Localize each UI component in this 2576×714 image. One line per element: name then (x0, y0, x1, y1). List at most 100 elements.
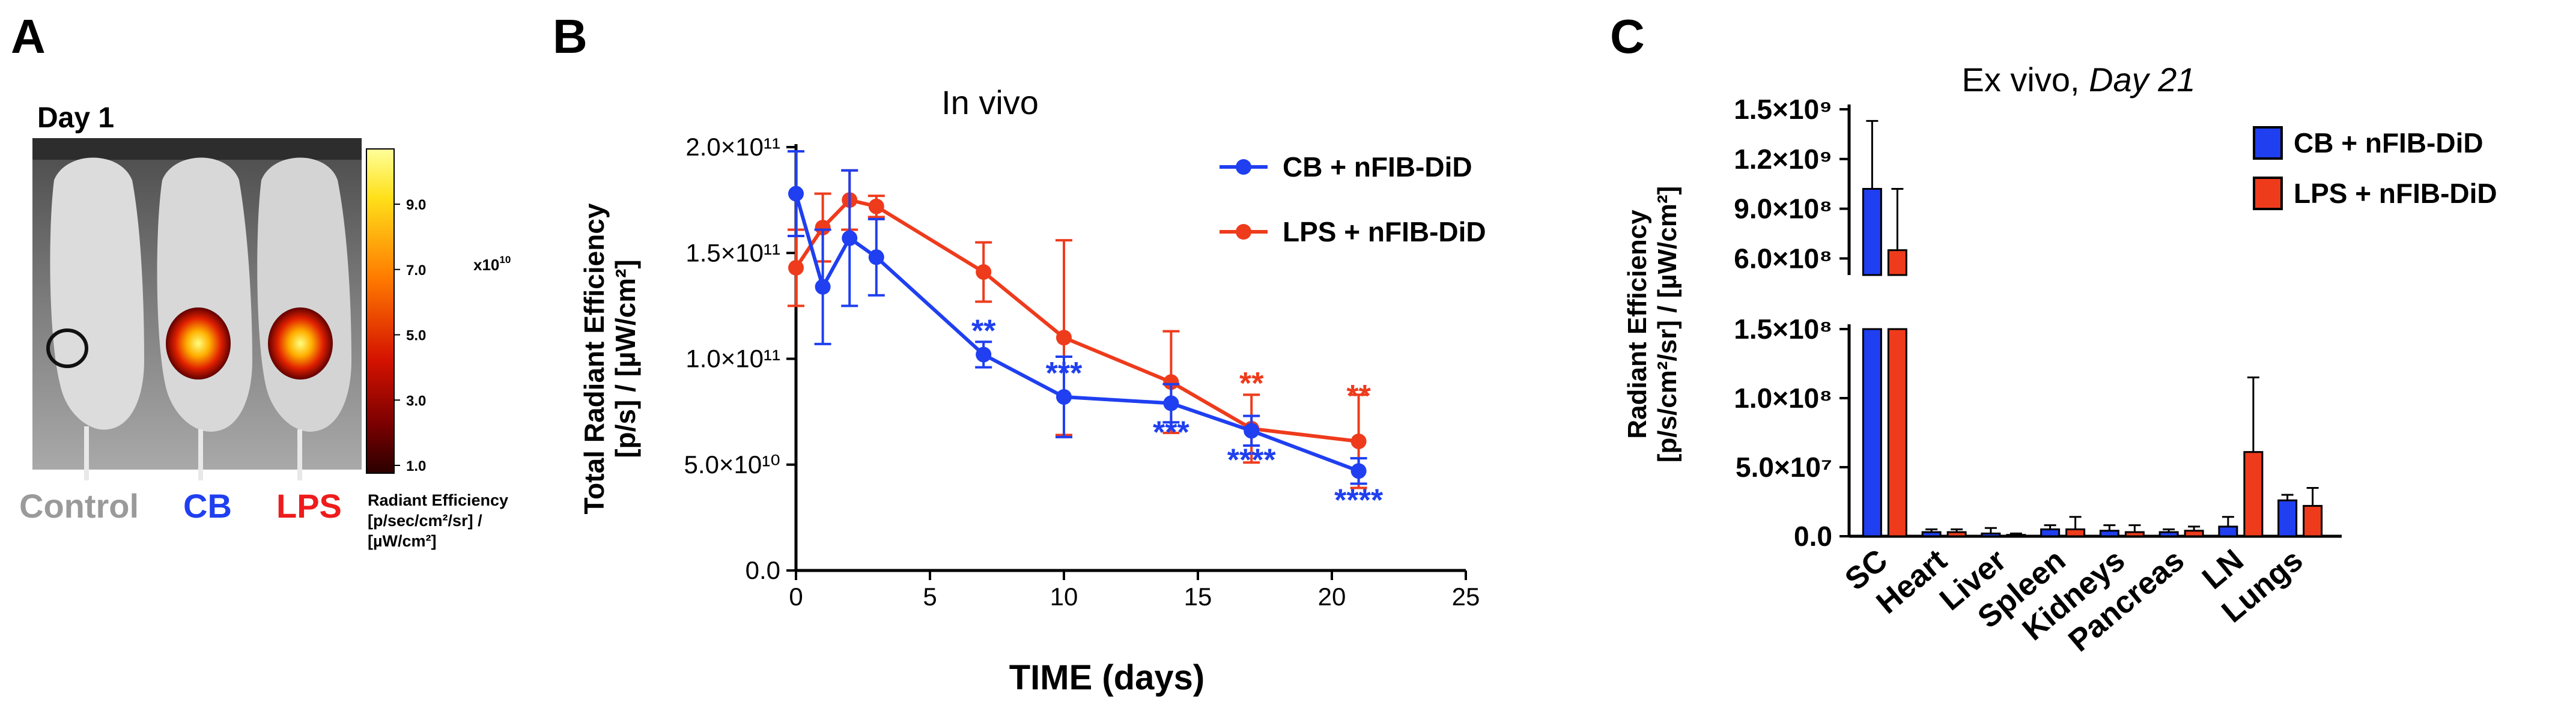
bar (2184, 530, 2204, 537)
bar (2218, 525, 2238, 537)
colorbar-caption: Radiant Efficiency [p/sec/cm²/sr] / [µW/cm… (368, 491, 508, 550)
significance-marker: *** (1046, 356, 1083, 391)
data-point (1350, 433, 1367, 449)
y-axis-label-line: [p/s] / [µW/cm²] (610, 259, 641, 458)
data-point (815, 279, 831, 295)
control-roi-circle (46, 328, 88, 368)
colorbar-tick-label: 7.0 (406, 262, 426, 279)
y-axis-label: Radiant Efficiency [p/s/cm²/sr] / [µW/cm²… (1623, 186, 1682, 463)
mouse-lps-tail (297, 429, 302, 480)
category-sc: SC (1838, 120, 1907, 598)
bar (1981, 532, 2001, 537)
data-point (1056, 389, 1072, 405)
data-point (788, 186, 804, 202)
panel-c: C Ex vivo, Day 21 0.0 5.0×10⁷ 1.0×10⁸ 1.5×10… (1586, 0, 2576, 714)
series-line (794, 198, 1359, 443)
legend-label: LPS + nFIB-DiD (2294, 178, 2497, 209)
bar (2065, 528, 2086, 537)
panel-c-letter: C (1610, 10, 1645, 63)
colorbar-tick-label: 5.0 (406, 328, 426, 344)
imaging-top-bar (32, 138, 362, 160)
legend: CB + nFIB-DiD LPS + nFIB-DiD (1220, 151, 1486, 247)
data-point (815, 219, 831, 235)
colorbar-tick-label: 3.0 (406, 393, 426, 409)
significance-marker: **** (1334, 483, 1384, 518)
x-tick-label: 5 (923, 582, 937, 611)
y-axis-label-line: Total Radiant Efficiency (579, 203, 610, 514)
legend-label: LPS + nFIB-DiD (1283, 216, 1486, 247)
data-point (842, 230, 858, 246)
y-axis-label-line: Radiant Efficiency (1623, 210, 1652, 439)
legend-label: CB + nFIB-DiD (2294, 127, 2483, 159)
colorbar-tick-label: 1.0 (406, 458, 426, 474)
y-tick-label: 1.0×10¹¹ (685, 345, 780, 373)
data-point (1056, 330, 1072, 346)
y-tick-label: 1.5×10¹¹ (685, 238, 780, 267)
data-point (868, 249, 884, 265)
category-label: Heart (1870, 543, 1954, 621)
mouse-lps (257, 157, 351, 432)
bar (2158, 531, 2179, 537)
panel-a: A Day 1 9.0 7.0 5.0 3.0 1.0 x1010 Radiant Ef… (0, 0, 553, 714)
group-label-lps: LPS (276, 487, 342, 525)
panel-b-letter: B (553, 10, 588, 63)
legend-marker (1236, 224, 1251, 240)
bar (1862, 328, 1882, 537)
colorbar-ticks: 9.0 7.0 5.0 3.0 1.0 (394, 197, 426, 474)
mouse-control (50, 157, 144, 430)
colorbar (366, 148, 395, 474)
day-label: Day 1 (37, 102, 114, 134)
significance-marker: *** (1153, 416, 1189, 450)
panel-a-letter: A (11, 10, 46, 63)
y-tick-label: 6.0×10⁸ (1734, 243, 1832, 274)
y-tick-label: 9.0×10⁸ (1734, 193, 1832, 225)
panel-a-figure: A Day 1 9.0 7.0 5.0 3.0 1.0 x1010 Radiant Ef… (11, 10, 511, 550)
y-tick-label: 2.0×10¹¹ (685, 133, 780, 161)
y-tick-label: 1.2×10⁹ (1734, 144, 1832, 175)
bar (2277, 499, 2298, 537)
series-cb (788, 150, 1367, 485)
x-tick-label: 0 (789, 582, 803, 611)
data-point (976, 264, 992, 280)
bar (2040, 528, 2061, 537)
y-axis-label: Total Radiant Efficiency [p/s] / [µW/cm²] (579, 203, 641, 514)
bar-upper (1862, 187, 1882, 276)
cb-signal (166, 307, 231, 380)
y-tick-label: 0.0 (746, 556, 780, 584)
group-label-control: Control (19, 487, 139, 525)
y-tick-label: 5.0×10¹⁰ (684, 450, 780, 479)
colorbar-multiplier: x1010 (473, 254, 511, 274)
bar (2303, 504, 2323, 537)
legend-label: CB + nFIB-DiD (1283, 151, 1472, 183)
colorbar-caption-line: [µW/cm²] (368, 532, 437, 550)
bar (2124, 531, 2145, 537)
y-tick-label: 1.5×10⁸ (1734, 313, 1832, 345)
chart-title-main: Ex vivo, (1961, 61, 2089, 98)
panel-b: B In vivo 0 5 10 15 20 25 0.0 5.0×10¹⁰ 1.0×10¹¹ 1.… (553, 0, 1586, 714)
bar-upper (1887, 249, 1907, 276)
x-tick-label: 25 (1452, 582, 1480, 611)
legend: CB + nFIB-DiD LPS + nFIB-DiD (2253, 126, 2497, 210)
legend-swatch (2253, 126, 2283, 160)
mouse-control-tail (84, 426, 89, 480)
x-axis-label: TIME (days) (1009, 658, 1205, 697)
significance-marker: ** (1239, 366, 1264, 401)
colorbar-caption-line: Radiant Efficiency (368, 491, 508, 509)
group-label-cb: CB (183, 487, 232, 525)
mouse-cb-tail (198, 429, 203, 480)
chart-title-italic: Day 21 (2089, 61, 2195, 98)
bar (1887, 328, 1907, 537)
bar-chart: C Ex vivo, Day 21 0.0 5.0×10⁷ 1.0×10⁸ 1.5×10… (1610, 10, 2497, 659)
y-axis-label-line: [p/s/cm²/sr] / [µW/cm²] (1653, 186, 1682, 463)
data-point (868, 198, 884, 214)
bar (2006, 534, 2026, 537)
chart-title: Ex vivo, Day 21 (1961, 61, 2195, 98)
data-point (1244, 423, 1260, 439)
bar (1921, 531, 1942, 537)
significance-marker: ** (1346, 379, 1371, 414)
significance-marker: ** (971, 313, 996, 348)
legend-swatch (2253, 177, 2283, 210)
colorbar-tick-label: 9.0 (406, 197, 426, 213)
data-point (976, 346, 992, 363)
data-point (1163, 395, 1179, 411)
